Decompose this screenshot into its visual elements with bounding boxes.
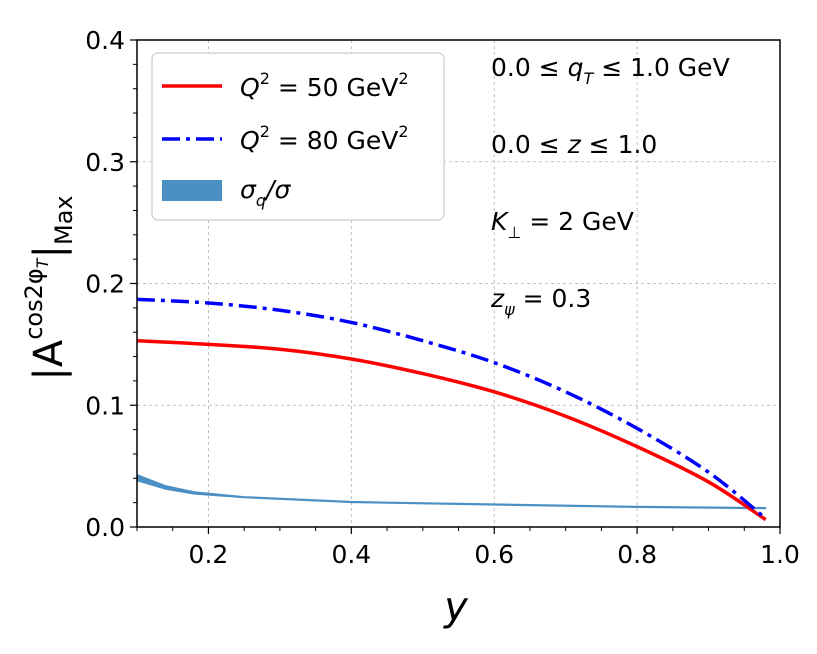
x-tick-label: 0.2	[189, 540, 229, 569]
ann-zpsi-sub: ψ	[504, 300, 515, 319]
legend-q50-var: Q	[240, 73, 260, 102]
ann-k-var: K	[491, 207, 510, 236]
legend: Q2 = 50 GeV2 Q2 = 80 GeV2 σq/σ	[151, 52, 445, 221]
annotation-qt-range: 0.0 ≤ qT ≤ 1.0 GeV	[491, 53, 730, 88]
ann-z-var: z	[567, 130, 582, 159]
y-label-sup-sub: T	[33, 257, 52, 268]
legend-q50-sup2: 2	[398, 69, 408, 88]
legend-label-q50: Q2 = 50 GeV2	[240, 69, 409, 102]
ann-qt-var: q	[568, 53, 584, 82]
ann-zpsi-post: = 0.3	[515, 284, 592, 313]
tick-layer: 0.2 0.4 0.6 0.8 1.0 0.0 0.1 0.2 0.3 0.4	[85, 26, 800, 569]
series-line-q50	[136, 338, 767, 522]
legend-q50-sup: 2	[260, 69, 270, 88]
ann-k-sub: ⊥	[507, 223, 521, 242]
legend-q80-sup: 2	[260, 122, 270, 141]
ann-z-post: ≤ 1.0	[581, 130, 658, 159]
y-label-base: |A	[26, 339, 72, 380]
x-tick-label: 1.0	[760, 540, 800, 569]
legend-ratio-rest: /σ	[264, 175, 291, 204]
legend-label-ratio: σq/σ	[240, 175, 291, 210]
series-line-q80	[136, 297, 767, 520]
x-axis-label: y	[443, 584, 469, 630]
y-axis-label: |Acos2φT|Max	[20, 195, 78, 380]
y-tick-label: 0.1	[85, 391, 125, 420]
y-label-sub: Max	[50, 195, 78, 245]
band-layer	[136, 473, 767, 510]
legend-swatch-ratio	[162, 180, 222, 201]
annotation-zpsi: zψ = 0.3	[490, 284, 591, 319]
ann-qt-sub: T	[583, 69, 594, 88]
ann-zpsi-var: z	[490, 284, 505, 313]
legend-label-q80: Q2 = 80 GeV2	[240, 122, 409, 155]
line-layer	[136, 297, 767, 522]
ann-k-post: = 2 GeV	[521, 207, 634, 236]
annotation-kperp: K⊥ = 2 GeV	[491, 207, 634, 242]
legend-q80-var: Q	[240, 126, 260, 155]
legend-q80-eq: = 80 GeV	[270, 126, 398, 155]
ann-qt-pre: 0.0 ≤	[491, 53, 568, 82]
ann-qt-post: ≤ 1.0 GeV	[593, 53, 729, 82]
legend-q80-sup2: 2	[398, 122, 408, 141]
x-tick-label: 0.6	[474, 540, 514, 569]
y-tick-label: 0.0	[85, 513, 125, 542]
legend-ratio-var: σ	[240, 175, 257, 204]
series-band-ratio	[136, 473, 767, 510]
y-label-sup: cos2φ	[20, 268, 48, 339]
legend-ratio-sub: q	[256, 191, 266, 210]
x-tick-label: 0.8	[617, 540, 657, 569]
x-tick-label: 0.4	[331, 540, 371, 569]
y-tick-label: 0.2	[85, 270, 125, 299]
legend-box	[151, 52, 445, 221]
annotation-z-range: 0.0 ≤ z ≤ 1.0	[491, 130, 657, 159]
y-tick-label: 0.3	[85, 148, 125, 177]
ann-z-pre: 0.0 ≤	[491, 130, 568, 159]
y-label-close: |	[26, 245, 72, 258]
y-tick-label: 0.4	[85, 26, 125, 55]
legend-q50-eq: = 50 GeV	[270, 73, 398, 102]
